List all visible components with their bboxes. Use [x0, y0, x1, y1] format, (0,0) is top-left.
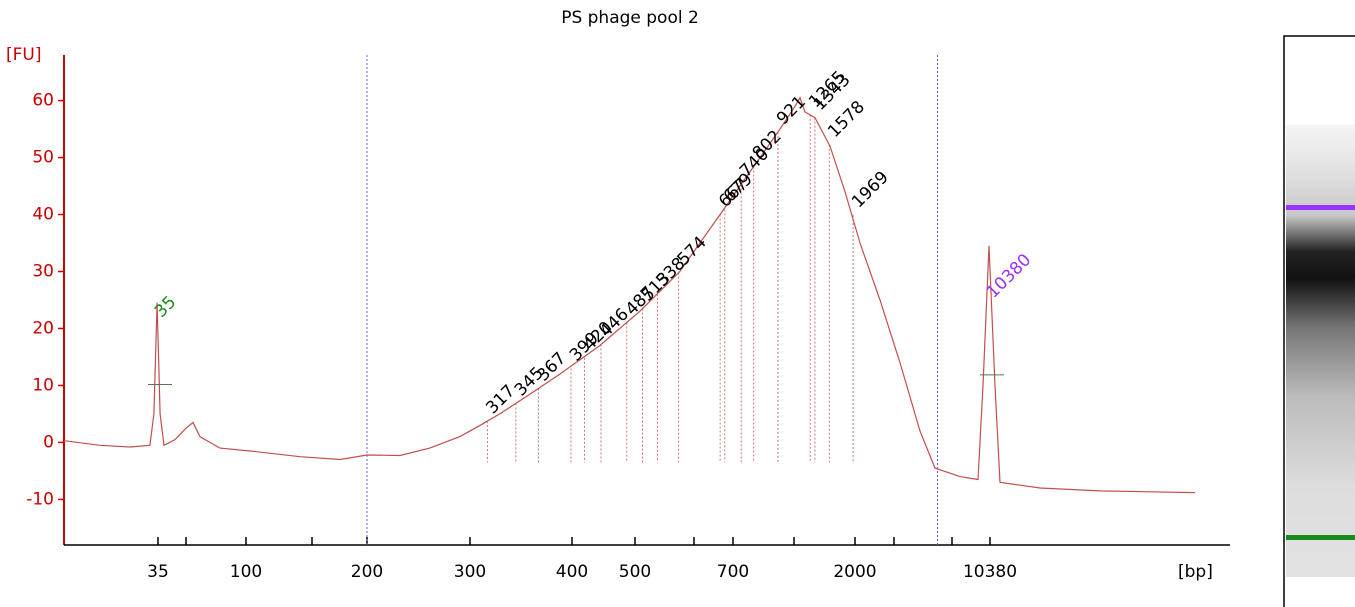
x-tick-label: 10380: [963, 562, 1017, 582]
x-tick-label: 35: [147, 562, 169, 582]
trace: [63, 96, 1196, 494]
x-tick-label: 300: [454, 562, 486, 582]
y-tick-label: 10: [32, 375, 54, 395]
chart-title: PS phage pool 2: [561, 8, 699, 28]
y-tick-label: 20: [32, 318, 54, 338]
x-tick-label: 100: [230, 562, 262, 582]
y-tick-label: 60: [32, 91, 54, 111]
y-tick-label: -10: [26, 489, 54, 509]
x-tick-label: 400: [556, 562, 588, 582]
y-tick-label: 30: [32, 262, 54, 282]
y-tick-label: 0: [43, 432, 54, 452]
gel-lane: [1283, 35, 1355, 607]
y-axis-label: [FU]: [6, 45, 42, 65]
x-tick-label: 500: [619, 562, 651, 582]
gel-upper-marker: [1286, 205, 1355, 210]
x-tick-label: 2000: [833, 562, 876, 582]
y-tick-label: 40: [32, 205, 54, 225]
gel-frame: [1283, 35, 1355, 607]
peak-label: 1969: [848, 167, 893, 212]
x-tick-label: 200: [351, 562, 383, 582]
y-tick-label: 50: [32, 148, 54, 168]
x-axis-label: [bp]: [1178, 562, 1213, 582]
gel-lower-marker: [1286, 535, 1355, 540]
gel-image: [1286, 125, 1355, 577]
x-tick-label: 700: [717, 562, 749, 582]
marker-label: 35: [151, 292, 180, 321]
